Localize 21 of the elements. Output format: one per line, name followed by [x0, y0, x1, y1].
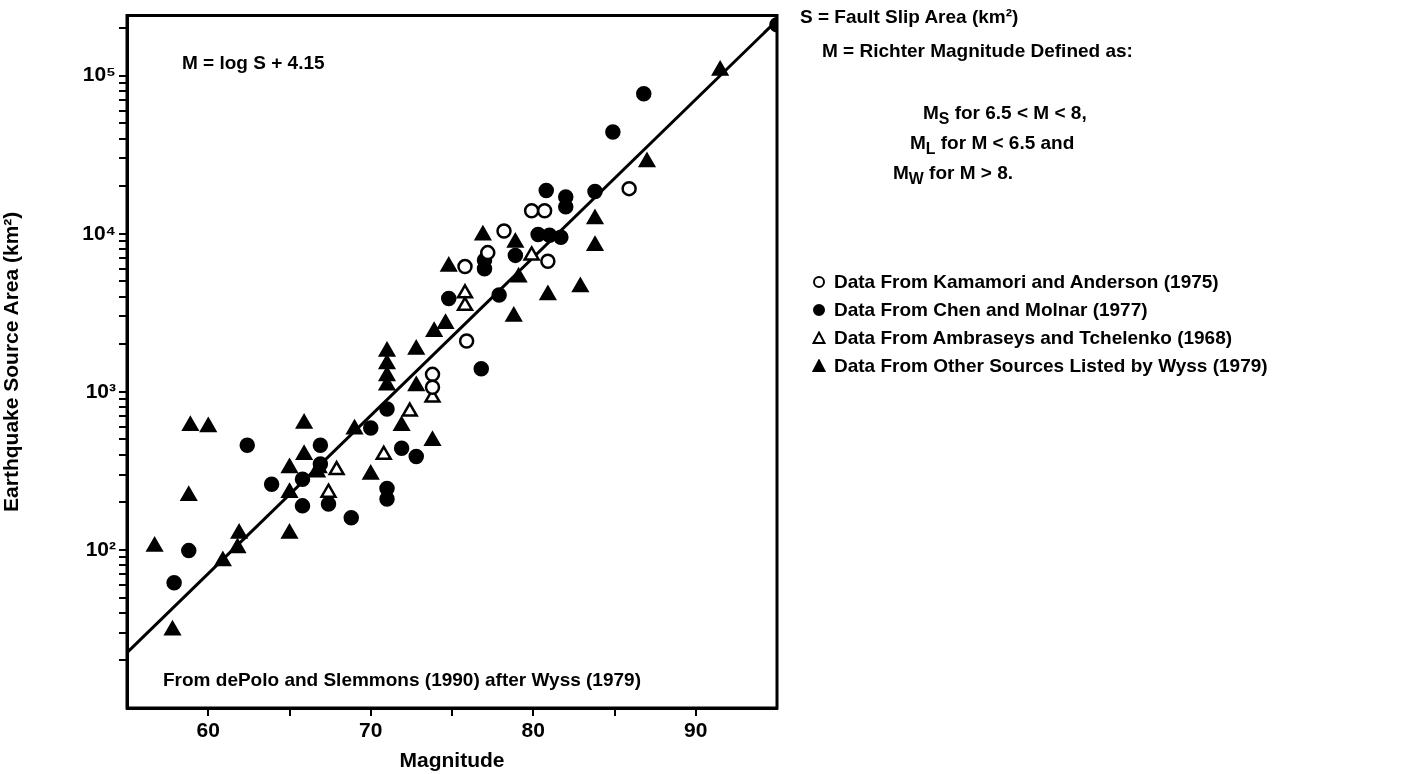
x-tick-label: 60	[196, 718, 220, 742]
x-tick-label: 90	[684, 718, 708, 742]
text: M$_{W}$ for M > 8.	[893, 161, 1013, 189]
legend-label: Data From Chen and Molnar (1977)	[834, 299, 1148, 321]
y-tick-label: 10²	[85, 536, 116, 560]
y-axis-title: Earthquake Source Area (km²)	[0, 211, 23, 512]
x-axis-title: Magnitude	[399, 748, 505, 772]
legend-label: Data From Other Sources Listed by Wyss (1979)	[834, 355, 1268, 377]
text: M$_{L}$ for M < 6.5 and	[910, 131, 1075, 159]
legend-label: Data From Kamamori and Anderson (1975)	[834, 271, 1219, 293]
text: M = Richter Magnitude Defined as:	[822, 39, 1133, 63]
y-tick-label: 10⁴	[82, 220, 116, 244]
text: S = Fault Slip Area (km²)	[800, 5, 1019, 29]
y-tick-label: 10⁵	[82, 62, 116, 86]
legend-label: Data From Ambraseys and Tchelenko (1968)	[834, 327, 1233, 349]
y-tick-label: 10³	[85, 378, 116, 402]
annotation: From dePolo and Slemmons (1990) after Wyss (1979)	[163, 668, 641, 692]
annotation: M = log S + 4.15	[182, 51, 325, 75]
text: M$_{S}$ for 6.5 < M < 8,	[923, 101, 1087, 129]
x-tick-label: 80	[521, 718, 545, 742]
x-tick-label: 70	[359, 718, 383, 742]
